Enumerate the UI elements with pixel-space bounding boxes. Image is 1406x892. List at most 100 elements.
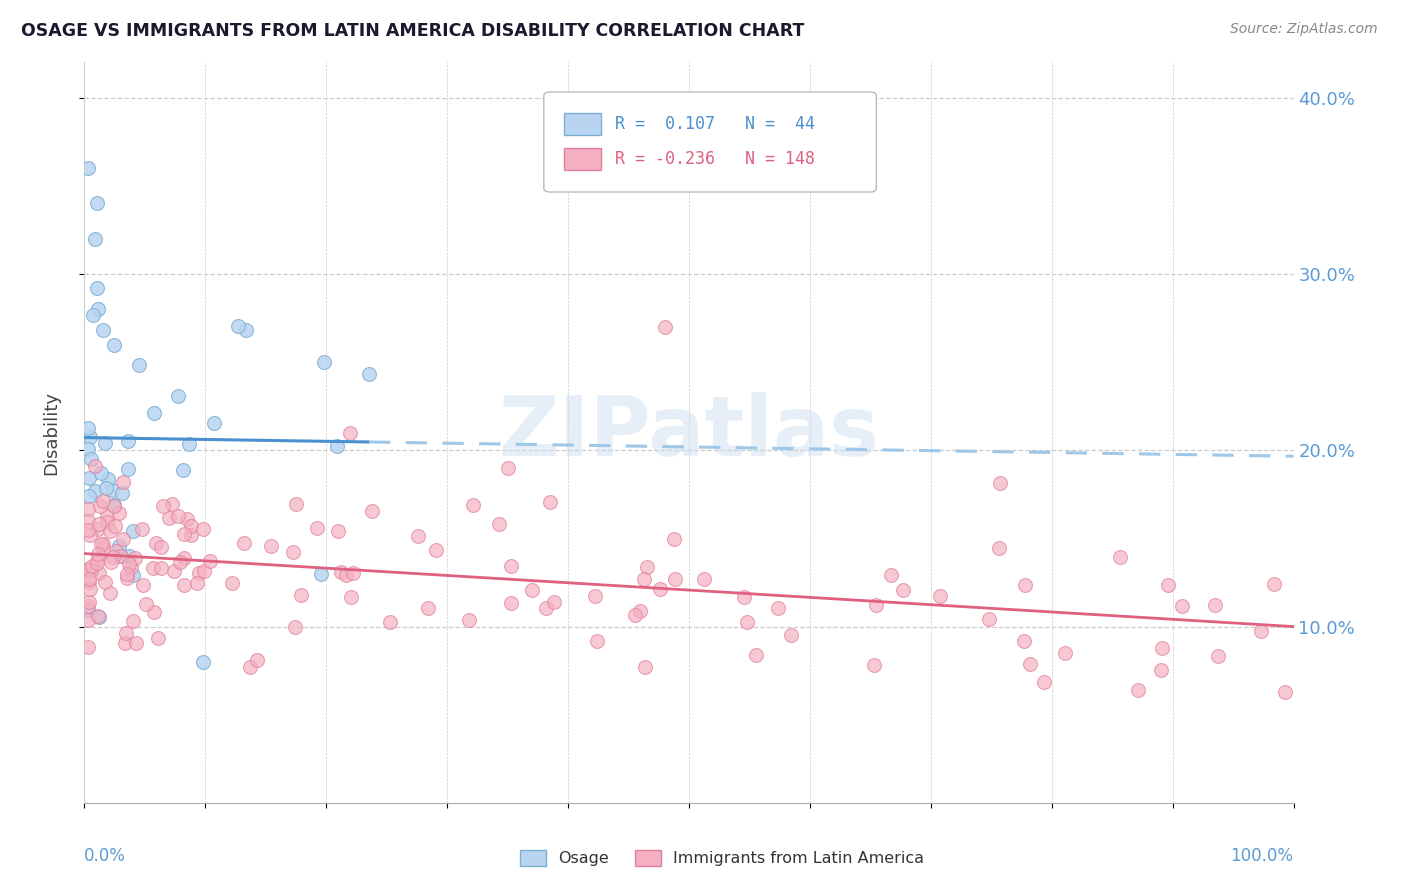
Point: [77, 515, 100, 529]
Point: [91, 323, 114, 337]
Point: [77, 161, 100, 176]
Point: [1053, 646, 1076, 660]
Point: [987, 541, 1010, 555]
Text: R =  0.107   N =  44: R = 0.107 N = 44: [616, 115, 815, 133]
Point: [132, 578, 155, 592]
Text: 100.0%: 100.0%: [1230, 847, 1294, 865]
Point: [89, 566, 111, 580]
Point: [111, 532, 134, 546]
Point: [77, 613, 100, 627]
Point: [111, 475, 134, 489]
Point: [83, 232, 105, 246]
Point: [77, 442, 100, 456]
Point: [177, 437, 200, 451]
Point: [623, 607, 645, 622]
Point: [633, 572, 655, 586]
Point: [180, 519, 202, 533]
Point: [733, 590, 755, 604]
Point: [86, 609, 108, 624]
Point: [103, 337, 125, 351]
Point: [260, 539, 283, 553]
Point: [636, 560, 658, 574]
Point: [91, 537, 114, 551]
Point: [77, 471, 100, 485]
Point: [284, 497, 307, 511]
Point: [693, 572, 716, 586]
Point: [77, 572, 100, 586]
Point: [200, 553, 222, 567]
Point: [82, 308, 104, 322]
Point: [1018, 657, 1040, 671]
Point: [1274, 685, 1296, 699]
Point: [142, 406, 165, 420]
Point: [128, 359, 150, 373]
Point: [1204, 598, 1226, 612]
Point: [406, 529, 429, 543]
Point: [1157, 578, 1180, 592]
Point: [167, 509, 190, 524]
Point: [929, 589, 952, 603]
Point: [186, 576, 208, 591]
Point: [172, 463, 194, 477]
Point: [187, 566, 209, 580]
Point: [77, 501, 100, 516]
Point: [135, 597, 157, 611]
Point: [146, 631, 169, 645]
Point: [77, 420, 100, 434]
FancyBboxPatch shape: [564, 112, 600, 135]
Point: [418, 601, 440, 615]
Point: [312, 355, 335, 369]
Point: [226, 319, 249, 334]
Point: [91, 542, 114, 557]
Point: [488, 516, 510, 531]
Point: [342, 566, 364, 580]
Point: [97, 472, 120, 486]
Point: [86, 556, 108, 570]
Point: [862, 658, 884, 673]
Point: [87, 552, 110, 566]
Point: [101, 549, 124, 564]
Point: [534, 601, 557, 615]
Point: [131, 522, 153, 536]
Point: [93, 494, 115, 508]
Point: [77, 595, 100, 609]
Point: [173, 550, 195, 565]
Point: [235, 323, 257, 337]
Point: [77, 523, 100, 537]
Point: [167, 389, 190, 403]
Point: [309, 567, 332, 582]
Point: [281, 544, 304, 558]
Point: [221, 576, 243, 591]
Point: [118, 549, 141, 563]
Point: [122, 567, 145, 582]
FancyBboxPatch shape: [520, 850, 547, 866]
Point: [79, 430, 101, 444]
Point: [239, 660, 262, 674]
Point: [1150, 640, 1173, 655]
Point: [1109, 550, 1132, 565]
Point: [82, 559, 104, 574]
Point: [121, 614, 143, 628]
Point: [766, 601, 789, 615]
Point: [335, 568, 357, 582]
Text: Immigrants from Latin America: Immigrants from Latin America: [673, 851, 924, 866]
Point: [103, 499, 125, 513]
Point: [1150, 663, 1173, 677]
Point: [543, 595, 565, 609]
Point: [290, 588, 312, 602]
Point: [103, 498, 125, 512]
Point: [124, 551, 146, 566]
Point: [380, 615, 402, 630]
Point: [79, 528, 101, 542]
Point: [108, 549, 131, 564]
Point: [163, 564, 186, 578]
Point: [111, 486, 134, 500]
Point: [1033, 675, 1056, 690]
Y-axis label: Disability: Disability: [42, 391, 60, 475]
Point: [173, 578, 195, 592]
Point: [96, 515, 118, 529]
FancyBboxPatch shape: [634, 850, 661, 866]
Point: [149, 561, 172, 575]
Point: [865, 599, 887, 613]
Point: [86, 196, 108, 211]
